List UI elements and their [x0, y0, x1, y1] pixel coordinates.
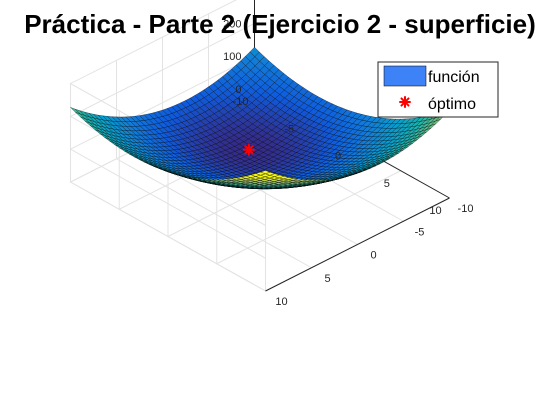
optimum-marker [242, 143, 255, 156]
z-tick-label: 0 [235, 84, 241, 96]
legend: función óptimo [377, 61, 499, 118]
y-tick-label: 5 [324, 273, 330, 285]
chart-title: Práctica - Parte 2 (Ejercicio 2 - superf… [24, 9, 536, 39]
legend-asterisk-icon [399, 96, 411, 108]
legend-swatch-funcion [383, 65, 427, 87]
optimum-layer [242, 143, 255, 156]
z-tick-labels: 0100200300 [223, 18, 241, 96]
x-tick-label: 0 [335, 151, 341, 163]
z-tick-label: 200 [223, 18, 241, 30]
surface-plot [70, 46, 450, 190]
z-tick-label: 100 [223, 51, 241, 63]
gridline-z [69, 22, 266, 226]
y-axis-line [265, 197, 450, 292]
y-tick-label: 0 [370, 250, 376, 262]
legend-label-optimo: óptimo [428, 96, 476, 113]
x-tick-label: -5 [284, 123, 294, 135]
gridline-x [265, 192, 450, 292]
x-tick-label: 5 [384, 178, 390, 190]
surface-patch [70, 107, 81, 114]
legend-label-funcion: función [428, 69, 480, 86]
x-tick-label: -10 [233, 96, 249, 108]
y-tick-label: 10 [275, 296, 287, 308]
y-tick-label: -5 [415, 226, 425, 238]
y-tick-label: -10 [458, 203, 474, 215]
legend-marker-optimo [399, 96, 411, 108]
x-tick-labels: -10 -5 0 5 10 [233, 96, 442, 217]
y-tick-labels: -10 -5 0 5 10 [275, 203, 473, 308]
gridline-z [69, 55, 266, 259]
x-tick-label: 10 [429, 205, 441, 217]
